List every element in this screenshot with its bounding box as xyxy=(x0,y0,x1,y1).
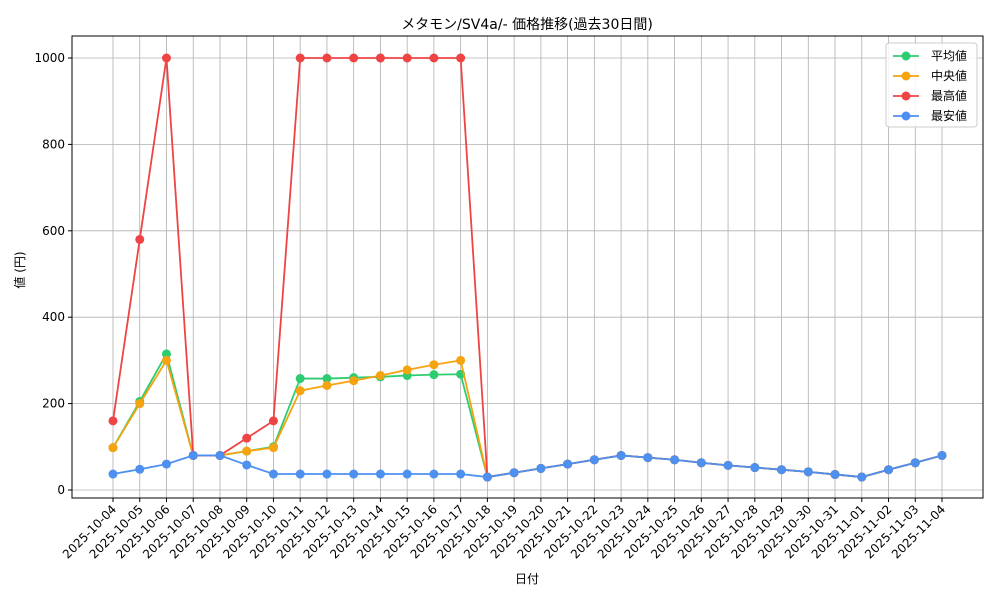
data-point xyxy=(108,469,118,479)
data-point xyxy=(643,453,653,463)
data-point xyxy=(536,463,546,473)
data-point xyxy=(696,458,706,468)
y-axis-label: 値 (円) xyxy=(12,251,27,288)
data-point xyxy=(857,472,867,482)
legend-entry: 最高値 xyxy=(893,88,967,103)
data-point xyxy=(402,469,412,479)
legend-box xyxy=(885,42,978,128)
data-point xyxy=(456,53,466,63)
data-point xyxy=(161,349,171,359)
data-point xyxy=(482,472,492,482)
data-point xyxy=(509,468,519,478)
data-point xyxy=(295,374,305,384)
data-point xyxy=(161,459,171,469)
data-point xyxy=(108,443,118,453)
y-axis: 0 200 400 600 800 1000 xyxy=(34,51,72,497)
legend-label: 最高値 xyxy=(931,88,967,103)
data-point xyxy=(402,53,412,63)
series-4 xyxy=(108,450,947,482)
legend-swatch-marker xyxy=(901,91,911,101)
data-point xyxy=(670,455,680,465)
data-point xyxy=(161,355,171,365)
data-point xyxy=(135,234,145,244)
data-point xyxy=(135,399,145,409)
data-point xyxy=(589,455,599,465)
data-point xyxy=(402,365,412,375)
data-point xyxy=(563,459,573,469)
legend-label: 平均値 xyxy=(931,48,967,63)
data-point xyxy=(375,53,385,63)
data-point xyxy=(268,416,278,426)
data-point xyxy=(322,380,332,390)
y-tick-label: 400 xyxy=(42,310,65,324)
data-point xyxy=(268,443,278,453)
data-point xyxy=(830,469,840,479)
data-point xyxy=(910,458,920,468)
data-point xyxy=(242,460,252,470)
data-point xyxy=(161,53,171,63)
legend-entry: 平均値 xyxy=(893,48,967,63)
legend-swatch-marker xyxy=(901,111,911,121)
x-axis-label: 日付 xyxy=(515,572,539,586)
series-group xyxy=(108,53,947,482)
chart-title: メタモン/SV4a/- 価格推移(過去30日間) xyxy=(401,17,653,33)
data-point xyxy=(242,433,252,443)
legend-entry: 最安値 xyxy=(893,108,967,123)
legend-label: 最安値 xyxy=(931,108,967,123)
data-point xyxy=(349,469,359,479)
data-point xyxy=(295,386,305,396)
data-point xyxy=(429,53,439,63)
data-point xyxy=(456,469,466,479)
data-point xyxy=(777,465,787,475)
legend-label: 中央値 xyxy=(931,68,967,83)
y-tick-label: 0 xyxy=(57,483,65,497)
data-point xyxy=(375,371,385,381)
data-point xyxy=(349,376,359,386)
data-point xyxy=(429,469,439,479)
legend-swatch-marker xyxy=(901,51,911,61)
data-point xyxy=(322,53,332,63)
y-tick-label: 800 xyxy=(42,137,65,151)
data-point xyxy=(349,53,359,63)
grid xyxy=(72,36,983,498)
data-point xyxy=(429,360,439,370)
legend-swatch-marker xyxy=(901,71,911,81)
data-point xyxy=(268,469,278,479)
data-point xyxy=(322,374,332,384)
data-point xyxy=(215,450,225,460)
data-point xyxy=(295,469,305,479)
data-point xyxy=(884,465,894,475)
legend-entry: 中央値 xyxy=(893,68,967,83)
data-point xyxy=(188,450,198,460)
data-point xyxy=(456,355,466,365)
data-point xyxy=(375,469,385,479)
y-tick-label: 1000 xyxy=(34,51,65,65)
y-tick-label: 600 xyxy=(42,224,65,238)
data-point xyxy=(135,464,145,474)
data-point xyxy=(108,416,118,426)
data-point xyxy=(803,467,813,477)
data-point xyxy=(322,469,332,479)
data-point xyxy=(616,450,626,460)
data-point xyxy=(295,53,305,63)
data-point xyxy=(937,450,947,460)
y-tick-label: 200 xyxy=(42,397,65,411)
plot-frame xyxy=(71,35,984,499)
data-point xyxy=(723,460,733,470)
data-point xyxy=(750,463,760,473)
data-point xyxy=(429,370,439,380)
data-point xyxy=(242,446,252,456)
